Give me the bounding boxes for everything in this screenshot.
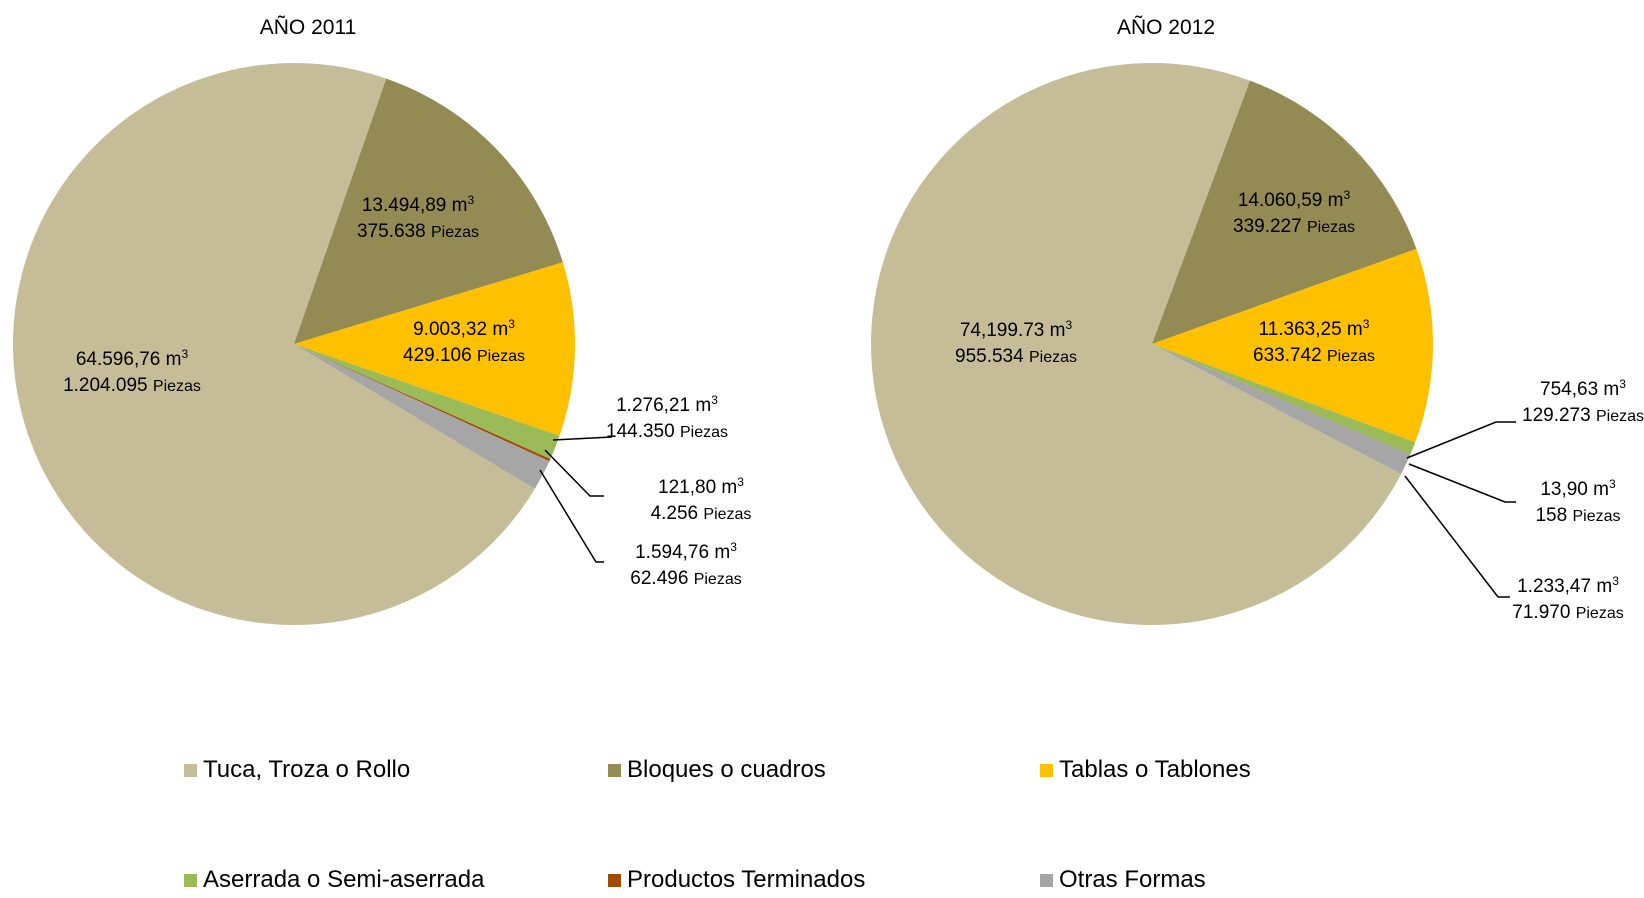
pie-slice xyxy=(1152,344,1411,475)
leader-line xyxy=(544,449,604,497)
data-label: 9.003,32 m3 429.106 Piezas xyxy=(403,317,525,366)
data-label: 1.276,21 m3 144.350 Piezas xyxy=(606,393,728,442)
data-label: 121,80 m3 4.256 Piezas xyxy=(651,475,752,524)
data-label: 64.596,76 m3 1.204.095 Piezas xyxy=(63,347,201,396)
data-label: 754,63 m3 129.273 Piezas xyxy=(1522,377,1644,426)
data-label: 13,90 m3 158 Piezas xyxy=(1535,477,1620,526)
data-label: 13.494,89 m3 375.638 Piezas xyxy=(357,193,479,242)
leader-line xyxy=(552,436,613,441)
leader-line xyxy=(539,469,604,563)
data-label: 14.060,59 m3 339.227 Piezas xyxy=(1233,188,1355,237)
pie-slice xyxy=(1152,248,1433,443)
data-label: 74,199.73 m3 955.534 Piezas xyxy=(955,318,1077,367)
pie-chart-1: AÑO 2011 64.596,76 m3 1.204.095 Piezas 13.4… xyxy=(12,15,752,625)
leader-line xyxy=(1404,475,1510,598)
pie-slice xyxy=(12,62,535,625)
chart-title: AÑO 2012 xyxy=(1117,15,1215,39)
data-label: 11.363,25 m3 633.742 Piezas xyxy=(1253,317,1375,366)
data-label: 1.233,47 m3 71.970 Piezas xyxy=(1512,574,1623,623)
pie-slice xyxy=(1152,344,1416,455)
pie-slice xyxy=(294,344,560,460)
pie-chart-2: AÑO 2012 74,199.73 m3 955.534 Piezas 14.060… xyxy=(871,15,1644,625)
pie-slice xyxy=(294,344,550,489)
leader-line xyxy=(1406,421,1516,459)
pie-slice xyxy=(871,62,1402,625)
pie-slice xyxy=(1152,80,1417,345)
pie-slice xyxy=(294,344,551,462)
pie-slice xyxy=(1152,344,1411,455)
chart-title: AÑO 2011 xyxy=(260,15,357,39)
pie-slice xyxy=(294,262,576,436)
data-label: 1.594,76 m3 62.496 Piezas xyxy=(630,540,741,589)
pie-slice xyxy=(294,78,563,344)
leader-line xyxy=(1408,463,1516,503)
